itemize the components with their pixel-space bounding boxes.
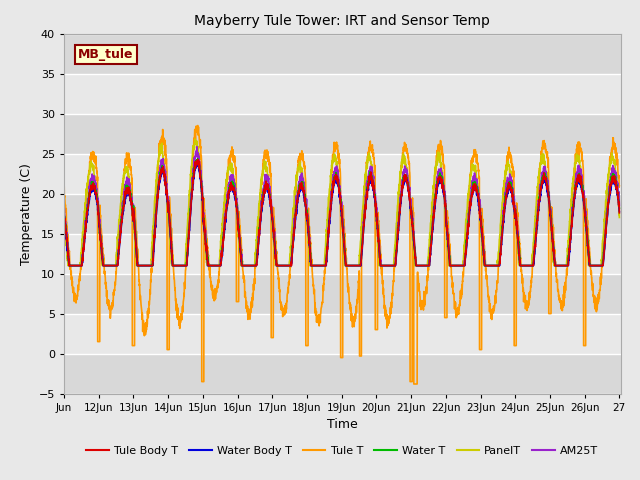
PanelT	[605, 168, 612, 174]
Bar	[64, 354, 621, 394]
Tule T	[605, 171, 612, 177]
Tule Body T	[60, 213, 68, 219]
Tule T	[273, 258, 281, 264]
PanelT	[273, 263, 281, 268]
Tule T	[60, 184, 68, 190]
Line: Tule Body T: Tule Body T	[64, 160, 620, 265]
Tule Body T	[605, 199, 612, 205]
Water Body T	[193, 159, 201, 165]
Water T	[65, 263, 73, 268]
AM25T	[273, 263, 281, 268]
Tule T	[124, 158, 131, 164]
Tule T	[616, 183, 623, 189]
Bar	[64, 193, 621, 234]
Water T	[124, 186, 131, 192]
Water T	[273, 263, 281, 268]
AM25T	[616, 203, 623, 208]
Tule T	[545, 311, 553, 316]
Water T	[545, 196, 553, 202]
Bar	[64, 154, 621, 193]
Bar	[64, 73, 621, 114]
AM25T	[60, 208, 68, 214]
Water T	[60, 209, 68, 215]
X-axis label: Time: Time	[327, 418, 358, 431]
AM25T	[66, 263, 74, 268]
Water Body T	[65, 263, 73, 268]
Line: Water T: Water T	[64, 159, 620, 265]
PanelT	[298, 166, 305, 172]
Water Body T	[616, 209, 623, 215]
Water Body T	[157, 175, 164, 180]
Title: Mayberry Tule Tower: IRT and Sensor Temp: Mayberry Tule Tower: IRT and Sensor Temp	[195, 14, 490, 28]
PanelT	[545, 198, 553, 204]
Tule T	[156, 143, 164, 149]
Water Body T	[545, 200, 553, 205]
Tule T	[410, 381, 418, 387]
AM25T	[124, 184, 131, 190]
Water T	[616, 205, 623, 211]
Y-axis label: Temperature (C): Temperature (C)	[20, 163, 33, 264]
Line: PanelT: PanelT	[64, 139, 620, 265]
AM25T	[157, 162, 164, 168]
AM25T	[545, 193, 553, 199]
Water Body T	[605, 197, 612, 203]
Bar	[64, 274, 621, 313]
Water Body T	[298, 183, 305, 189]
Water Body T	[273, 263, 281, 268]
PanelT	[191, 136, 199, 142]
Water T	[298, 181, 305, 187]
Bar	[64, 34, 621, 73]
AM25T	[193, 144, 201, 150]
Tule Body T	[273, 263, 281, 268]
Text: MB_tule: MB_tule	[78, 48, 133, 61]
Tule T	[194, 122, 202, 128]
Tule Body T	[65, 263, 73, 268]
PanelT	[157, 150, 164, 156]
Water T	[605, 196, 612, 202]
AM25T	[605, 187, 612, 193]
Bar	[64, 313, 621, 354]
Bar	[64, 114, 621, 154]
Bar	[64, 234, 621, 274]
Tule Body T	[195, 157, 202, 163]
Water T	[157, 169, 164, 175]
Tule Body T	[298, 183, 305, 189]
Tule Body T	[157, 173, 164, 179]
Line: Water Body T: Water Body T	[64, 162, 620, 265]
PanelT	[616, 215, 623, 220]
PanelT	[60, 210, 68, 216]
PanelT	[124, 164, 131, 170]
AM25T	[298, 175, 305, 181]
PanelT	[64, 263, 72, 268]
Tule Body T	[616, 210, 623, 216]
Tule T	[298, 152, 305, 158]
Line: AM25T: AM25T	[64, 147, 620, 265]
Legend: Tule Body T, Water Body T, Tule T, Water T, PanelT, AM25T: Tule Body T, Water Body T, Tule T, Water…	[82, 441, 603, 460]
Water Body T	[124, 191, 131, 196]
Line: Tule T: Tule T	[64, 125, 620, 384]
Water Body T	[60, 214, 68, 220]
Water T	[194, 156, 202, 162]
Tule Body T	[545, 196, 553, 202]
Tule Body T	[124, 188, 131, 193]
